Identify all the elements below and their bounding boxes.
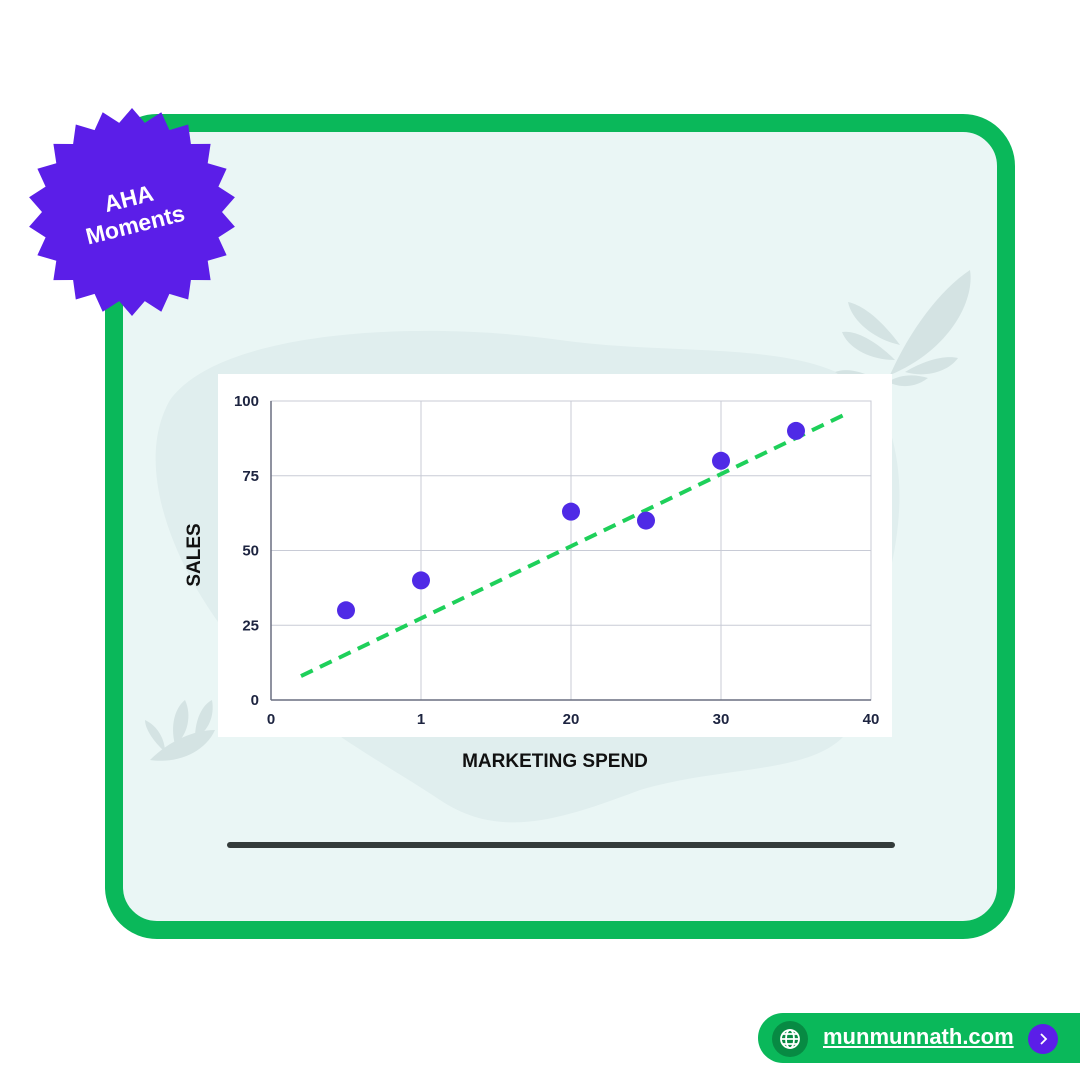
trend-line — [300, 411, 849, 678]
data-point — [562, 502, 580, 521]
data-point — [712, 451, 730, 470]
x-tick-label: 30 — [713, 711, 730, 728]
x-tick-label: 1 — [417, 711, 425, 728]
website-link[interactable]: munmunnath.com — [823, 1024, 1014, 1049]
chevron-right-icon[interactable] — [1028, 1024, 1058, 1054]
leaf-decoration-bottom — [145, 700, 215, 761]
x-tick-label: 0 — [267, 711, 275, 728]
scatter-chart: 0 25 50 75 100 0 1 20 30 40 — [234, 393, 880, 728]
x-tick-label: 20 — [563, 711, 580, 728]
y-tick-label: 100 — [234, 393, 259, 410]
divider-line — [227, 842, 895, 848]
starburst-badge-icon — [29, 108, 235, 316]
data-point — [787, 421, 805, 440]
plot-panel: 0 25 50 75 100 0 1 20 30 40 — [218, 374, 892, 737]
y-axis-label: SALES — [184, 523, 205, 587]
data-point — [637, 511, 655, 530]
data-point — [412, 571, 430, 590]
footer-pill — [758, 1013, 1080, 1063]
leaf-decoration-top — [835, 270, 971, 387]
y-tick-label: 25 — [242, 617, 259, 634]
x-axis-label: MARKETING SPEND — [462, 751, 648, 772]
globe-icon — [772, 1021, 808, 1057]
x-tick-label: 40 — [863, 711, 880, 728]
y-tick-label: 75 — [242, 468, 259, 485]
data-point — [337, 601, 355, 620]
y-tick-label: 50 — [242, 543, 259, 560]
y-tick-label: 0 — [251, 692, 259, 709]
